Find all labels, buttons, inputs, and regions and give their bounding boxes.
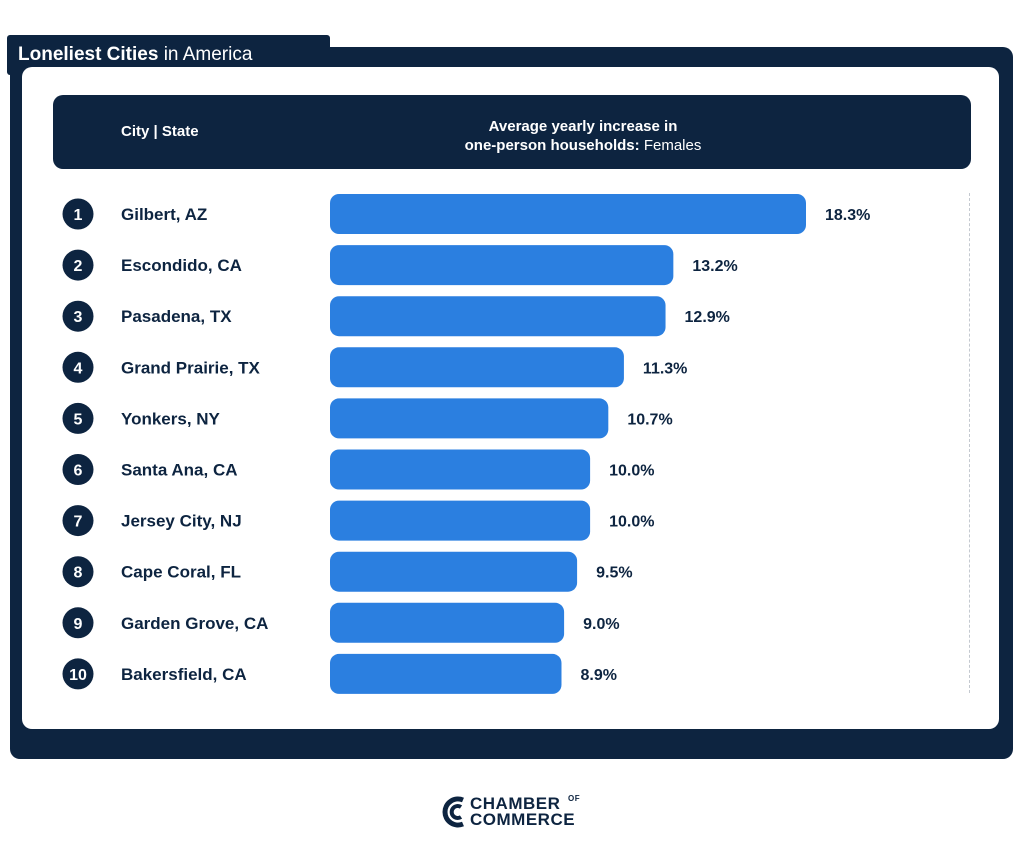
city-label: Jersey City, NJ: [121, 512, 242, 531]
value-label: 18.3%: [825, 207, 870, 224]
rank-badge: [62, 249, 94, 281]
header-city-state: City | State: [121, 123, 199, 140]
value-label: 12.9%: [685, 309, 730, 326]
bar: [330, 398, 609, 439]
value-label: 13.2%: [692, 258, 737, 275]
rank-number: 10: [69, 667, 87, 684]
rank-number: 2: [74, 258, 83, 275]
city-label: Cape Coral, FL: [121, 563, 241, 582]
rank-number: 5: [74, 411, 83, 428]
rank-badge: [62, 300, 94, 332]
bar: [330, 653, 562, 694]
header-metric: Average yearly increase in one-person ho…: [358, 117, 808, 155]
value-label: 10.0%: [609, 463, 654, 480]
logo-chamber: CHAMBER: [470, 794, 561, 813]
city-label: Grand Prairie, TX: [121, 358, 261, 377]
rank-badge: [62, 402, 94, 434]
logo-of: OF: [568, 794, 581, 803]
value-label: 10.0%: [609, 514, 654, 531]
rank-number: 4: [74, 360, 83, 377]
rank-badge: [62, 556, 94, 588]
value-label: 8.9%: [580, 667, 616, 684]
value-label: 11.3%: [643, 360, 687, 377]
rank-number: 1: [74, 207, 83, 224]
value-label: 9.5%: [596, 565, 632, 582]
logo-commerce: COMMERCE: [470, 810, 576, 829]
header-metric-light: Females: [639, 137, 702, 154]
chart-title-rest: in America: [158, 44, 253, 65]
rank-badge: [62, 607, 94, 639]
city-label: Gilbert, AZ: [121, 205, 207, 224]
bar: [330, 245, 674, 286]
city-label: Yonkers, NY: [121, 409, 221, 428]
rank-number: 3: [74, 309, 83, 326]
bar: [330, 449, 591, 490]
bar: [330, 551, 578, 592]
chart-title-bold: Loneliest Cities: [18, 44, 159, 65]
city-label: Escondido, CA: [121, 256, 242, 275]
rank-badge: [62, 198, 94, 230]
rank-badge: [62, 505, 94, 537]
city-label: Santa Ana, CA: [121, 461, 238, 480]
chamber-logo-icon: [442, 796, 464, 828]
rank-number: 6: [74, 463, 83, 480]
max-reference-line: [969, 193, 970, 693]
value-label: 9.0%: [583, 616, 619, 633]
bar: [330, 347, 624, 388]
header-metric-line1: Average yearly increase in: [488, 118, 678, 135]
city-label: Garden Grove, CA: [121, 614, 268, 633]
bar: [330, 500, 591, 541]
bar: [330, 296, 666, 337]
rank-number: 8: [74, 565, 83, 582]
city-label: Bakersfield, CA: [121, 665, 247, 684]
header-metric-bold: one-person households:: [464, 137, 640, 154]
rank-number: 9: [74, 616, 83, 633]
header-metric-line2: one-person households: Females: [358, 136, 808, 155]
chamber-of-commerce-logo: CHAMBER OF COMMERCE: [441, 794, 601, 830]
bar: [330, 194, 806, 234]
bar: [330, 602, 565, 643]
rank-number: 7: [74, 514, 83, 531]
city-label: Pasadena, TX: [121, 307, 232, 326]
rank-badge: [62, 351, 94, 383]
rank-badge: [62, 658, 94, 690]
value-label: 10.7%: [627, 411, 672, 428]
table-header: City | State Average yearly increase in …: [53, 95, 971, 169]
rank-badge: [62, 454, 94, 485]
